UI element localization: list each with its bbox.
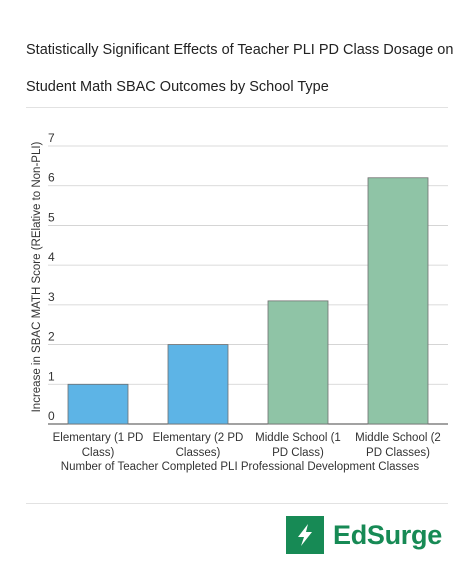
x-axis-categories: Elementary (1 PD Class) Elementary (2 PD Cl… xyxy=(53,432,441,459)
bar-0 xyxy=(67,383,129,425)
y-tick-label: 0 xyxy=(48,409,55,423)
chart-title-line-1: Statistically Significant Effects of Tea… xyxy=(26,42,454,58)
x-category-label-line: Middle School (1 xyxy=(255,432,341,444)
x-category-label-line: PD Class) xyxy=(272,447,324,459)
bar-1 xyxy=(167,344,229,425)
x-category-label: Elementary (1 PD Class) xyxy=(53,432,144,459)
chart-title-line-2: Student Math SBAC Outcomes by School Typ… xyxy=(26,79,329,95)
y-tick-label: 3 xyxy=(48,290,55,304)
y-tick-label: 7 xyxy=(48,131,55,145)
bottom-divider xyxy=(26,503,448,504)
x-category-label-line: Classes) xyxy=(176,447,221,459)
y-tick-label: 5 xyxy=(48,210,55,224)
bar-3 xyxy=(367,177,429,425)
bars xyxy=(67,177,429,425)
x-category-label-line: Elementary (1 PD xyxy=(53,432,144,444)
x-category-label: Middle School (2 PD Classes) xyxy=(355,432,441,459)
x-category-label-line: PD Classes) xyxy=(366,447,430,459)
y-axis-label: Increase in SBAC MATH Score (RElative to… xyxy=(31,141,43,412)
y-tick-label: 2 xyxy=(48,330,55,344)
x-category-label-line: Class) xyxy=(82,447,115,459)
x-category-label-line: Elementary (2 PD xyxy=(153,432,244,444)
top-divider xyxy=(26,107,448,108)
y-tick-label: 4 xyxy=(48,250,55,264)
brand-name: EdSurge xyxy=(333,519,442,550)
x-category-label: Middle School (1 PD Class) xyxy=(255,432,341,459)
y-tick-label: 6 xyxy=(48,171,55,185)
bar-2 xyxy=(267,300,329,425)
x-axis-label: Number of Teacher Completed PLI Professi… xyxy=(61,461,420,473)
edsurge-logo: EdSurge xyxy=(286,515,442,555)
x-category-label: Elementary (2 PD Classes) xyxy=(153,432,244,459)
lightning-bolt-icon xyxy=(286,516,324,554)
y-axis-ticks: 0 1 2 3 4 5 6 7 xyxy=(48,131,55,423)
x-category-label-line: Middle School (2 xyxy=(355,432,441,444)
y-tick-label: 1 xyxy=(48,369,55,383)
